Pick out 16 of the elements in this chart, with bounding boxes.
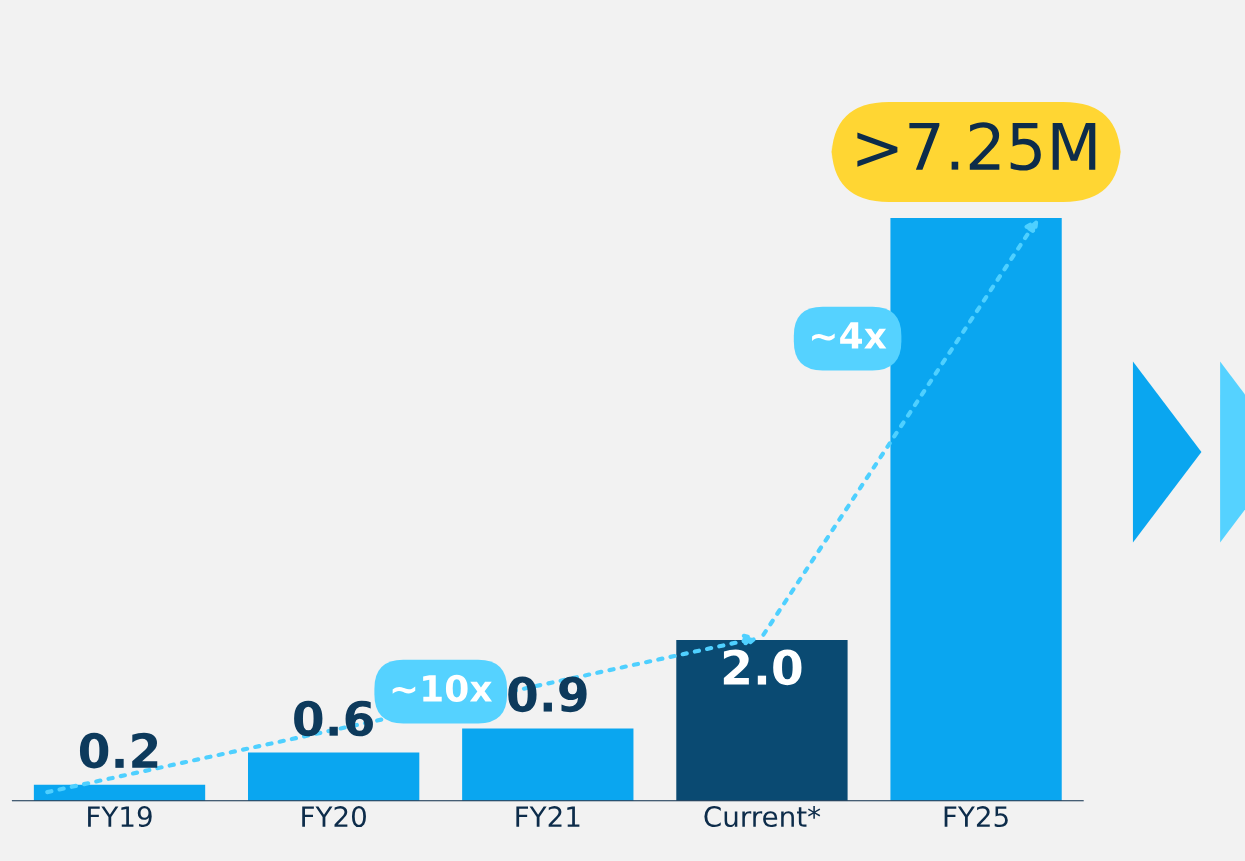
x-tick-label: FY21 (516, 806, 580, 827)
annotation: ~4x (812, 322, 887, 349)
bar (33, 784, 206, 801)
data-label: 0.6 (294, 700, 373, 737)
x-tick-label: FY20 (302, 806, 366, 828)
x-tick-label: FY19 (88, 806, 152, 828)
data-label: 2.0 (723, 649, 802, 686)
data-label: 0.9 (508, 676, 587, 713)
x-tick-label: FY25 (944, 806, 1008, 828)
bar (248, 752, 420, 801)
x-tick-label: Current* (704, 806, 821, 828)
bar (676, 639, 848, 801)
annotation: ~10x (392, 674, 493, 703)
bar (462, 728, 634, 801)
data-label: 0.2 (79, 732, 158, 769)
data-label: >7.25M (857, 122, 1096, 171)
